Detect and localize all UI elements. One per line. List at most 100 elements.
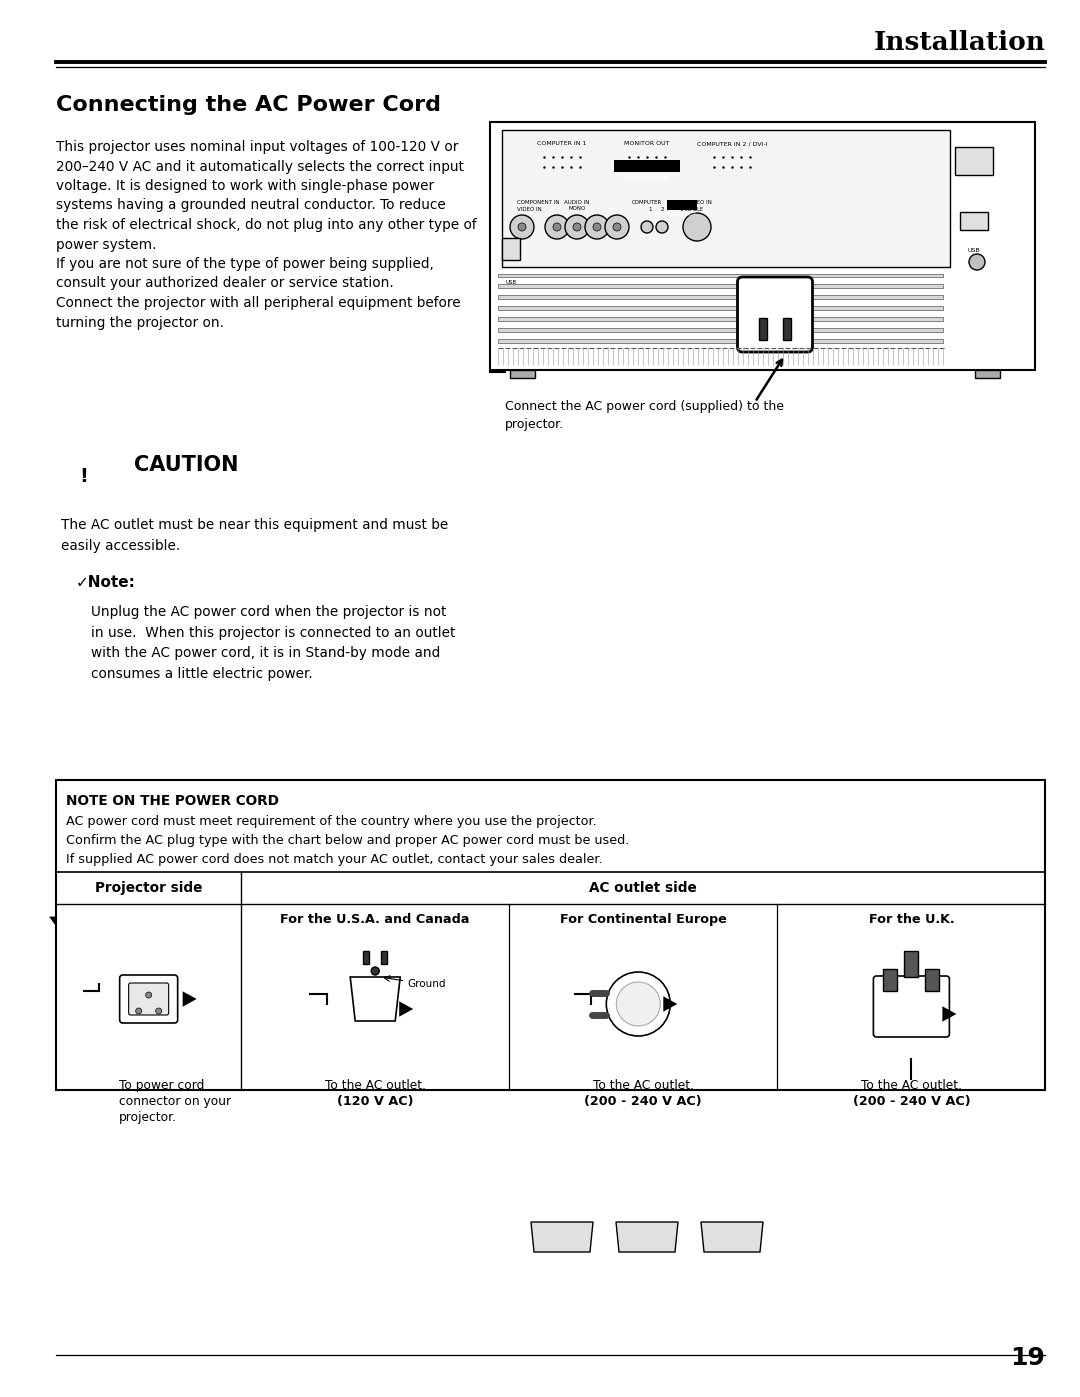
Polygon shape <box>183 992 197 1007</box>
Text: The AC outlet must be near this equipment and must be
easily accessible.: The AC outlet must be near this equipmen… <box>62 518 448 553</box>
Text: turning the projector on.: turning the projector on. <box>56 316 225 330</box>
Circle shape <box>593 224 600 231</box>
Text: AC outlet side: AC outlet side <box>590 882 698 895</box>
Circle shape <box>553 224 561 231</box>
Text: COMPONENT IN: COMPONENT IN <box>517 200 559 205</box>
Text: Connect the AC power cord (supplied) to the
projector.: Connect the AC power cord (supplied) to … <box>505 400 784 432</box>
Circle shape <box>613 224 621 231</box>
FancyBboxPatch shape <box>129 983 168 1016</box>
Bar <box>955 147 993 175</box>
Text: COMPUTER IN 2 / DVI-I: COMPUTER IN 2 / DVI-I <box>697 141 767 147</box>
Bar <box>498 328 943 331</box>
Circle shape <box>606 972 671 1037</box>
Text: MONITOR OUT: MONITOR OUT <box>624 141 670 147</box>
Polygon shape <box>616 1222 678 1252</box>
Text: AUDIO IN: AUDIO IN <box>565 200 590 205</box>
Bar <box>363 951 369 964</box>
Circle shape <box>136 1009 141 1014</box>
Text: 2: 2 <box>660 207 664 212</box>
Bar <box>510 370 535 379</box>
Text: (200 - 240 V AC): (200 - 240 V AC) <box>852 1095 970 1108</box>
Text: To the AC outlet.: To the AC outlet. <box>861 1078 962 1092</box>
Circle shape <box>585 215 609 239</box>
Text: 19: 19 <box>1011 1345 1045 1370</box>
FancyBboxPatch shape <box>667 200 697 210</box>
Circle shape <box>617 982 660 1025</box>
Text: VARIABLE: VARIABLE <box>680 207 704 212</box>
Text: Connecting the AC Power Cord: Connecting the AC Power Cord <box>56 95 441 115</box>
Text: projector.: projector. <box>119 1111 177 1125</box>
Polygon shape <box>400 1002 414 1017</box>
Circle shape <box>146 992 151 997</box>
Text: For the U.K.: For the U.K. <box>868 914 955 926</box>
Bar <box>498 317 943 321</box>
Text: (120 V AC): (120 V AC) <box>337 1095 414 1108</box>
Bar <box>502 130 950 267</box>
Text: For the U.S.A. and Canada: For the U.S.A. and Canada <box>281 914 470 926</box>
Text: ✓Note:: ✓Note: <box>77 576 136 590</box>
Text: !: ! <box>80 467 89 486</box>
Bar <box>904 951 918 977</box>
Text: 200–240 V AC and it automatically selects the correct input: 200–240 V AC and it automatically select… <box>56 159 464 173</box>
Text: (200 - 240 V AC): (200 - 240 V AC) <box>584 1095 702 1108</box>
Bar <box>502 237 519 260</box>
Text: the risk of electrical shock, do not plug into any other type of: the risk of electrical shock, do not plu… <box>56 218 476 232</box>
Bar <box>498 295 943 299</box>
Bar <box>498 274 943 278</box>
Bar <box>926 970 940 990</box>
Bar <box>783 317 791 339</box>
Text: If you are not sure of the type of power being supplied,: If you are not sure of the type of power… <box>56 257 434 271</box>
Text: AUDIO OUT: AUDIO OUT <box>669 212 696 218</box>
Text: USB: USB <box>505 279 516 285</box>
Text: systems having a grounded neutral conductor. To reduce: systems having a grounded neutral conduc… <box>56 198 446 212</box>
Circle shape <box>605 215 629 239</box>
Bar <box>498 285 943 288</box>
Text: S-VIDEO IN: S-VIDEO IN <box>683 200 712 205</box>
Bar <box>975 370 1000 379</box>
Circle shape <box>565 215 589 239</box>
Text: COMPUTER IN 1: COMPUTER IN 1 <box>538 141 586 147</box>
Polygon shape <box>701 1222 762 1252</box>
Text: To the AC outlet.: To the AC outlet. <box>593 1078 693 1092</box>
FancyBboxPatch shape <box>874 977 949 1037</box>
Text: USB: USB <box>968 249 981 253</box>
Text: CAUTION: CAUTION <box>134 455 239 475</box>
Polygon shape <box>663 996 677 1011</box>
FancyBboxPatch shape <box>490 122 1035 370</box>
Text: power system.: power system. <box>56 237 157 251</box>
FancyBboxPatch shape <box>120 975 177 1023</box>
Text: Projector side: Projector side <box>95 882 202 895</box>
Bar <box>498 306 943 310</box>
Text: Unplug the AC power cord when the projector is not
in use.  When this projector : Unplug the AC power cord when the projec… <box>91 605 456 680</box>
Polygon shape <box>52 918 117 964</box>
Polygon shape <box>350 977 401 1021</box>
Bar <box>883 970 897 990</box>
Text: Ground: Ground <box>407 979 446 989</box>
Text: voltage. It is designed to work with single-phase power: voltage. It is designed to work with sin… <box>56 179 434 193</box>
Text: If supplied AC power cord does not match your AC outlet, contact your sales deal: If supplied AC power cord does not match… <box>66 854 603 866</box>
FancyBboxPatch shape <box>738 277 812 352</box>
Text: NOTE ON THE POWER CORD: NOTE ON THE POWER CORD <box>66 793 279 807</box>
Text: MONO: MONO <box>568 205 585 211</box>
Text: VIDEO IN: VIDEO IN <box>517 207 542 212</box>
Text: This projector uses nominal input voltages of 100-120 V or: This projector uses nominal input voltag… <box>56 140 459 154</box>
Text: For Continental Europe: For Continental Europe <box>559 914 727 926</box>
Polygon shape <box>943 1006 957 1021</box>
Circle shape <box>573 224 581 231</box>
Circle shape <box>518 224 526 231</box>
Circle shape <box>510 215 534 239</box>
Text: COMPUTER: COMPUTER <box>632 200 662 205</box>
FancyBboxPatch shape <box>615 161 680 172</box>
Circle shape <box>969 254 985 270</box>
Circle shape <box>372 967 379 975</box>
Bar <box>56 780 1045 1090</box>
Bar <box>498 338 943 342</box>
Circle shape <box>156 1009 162 1014</box>
Text: MONITOR OUT: MONITOR OUT <box>625 176 670 182</box>
Circle shape <box>545 215 569 239</box>
Text: To power cord: To power cord <box>119 1078 204 1092</box>
Circle shape <box>683 212 711 242</box>
Text: 1: 1 <box>648 207 651 212</box>
Text: Installation: Installation <box>874 29 1045 54</box>
Text: connector on your: connector on your <box>119 1095 231 1108</box>
